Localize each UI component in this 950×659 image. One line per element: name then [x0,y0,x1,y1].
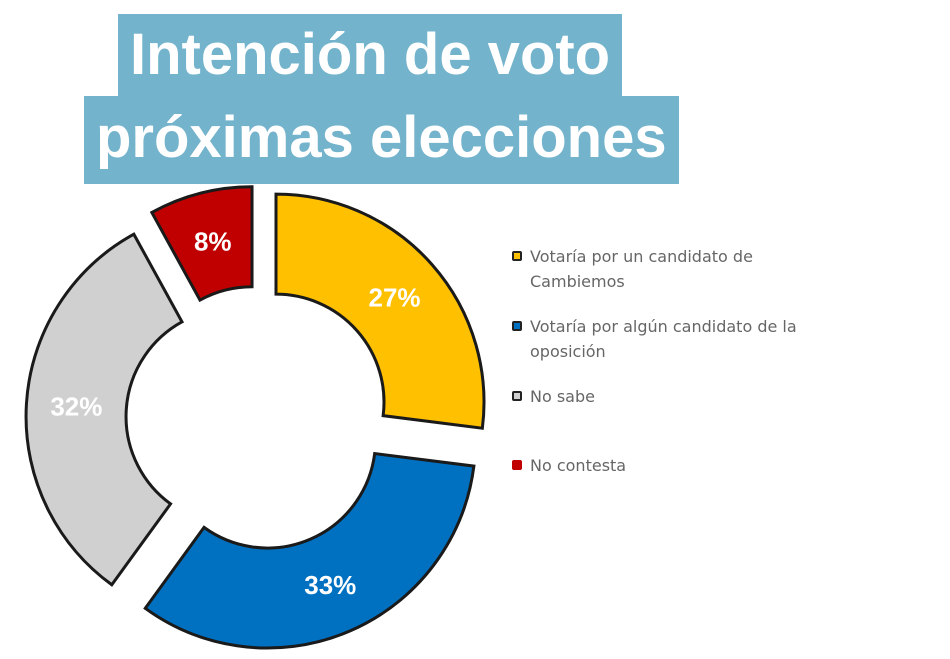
legend-item-no-sabe: No sabe [512,384,800,409]
donut-slice-0 [274,192,486,430]
legend-item-no-contesta: No contesta [512,453,800,478]
donut-slice-2 [24,232,185,587]
legend-label: Votaría por un candidato de Cambiemos [530,247,753,291]
legend-label: No contesta [530,456,627,475]
legend: Votaría por un candidato de Cambiemos Vo… [512,244,800,478]
legend-swatch-blue [512,321,522,331]
donut-slice-1 [143,451,476,650]
legend-item-oposicion: Votaría por algún candidato de la oposic… [512,314,800,364]
data-label-3: 8% [194,227,232,257]
data-label-1: 33% [304,570,356,600]
legend-swatch-gray [512,391,522,401]
chart-title-line-2: próximas elecciones [84,96,679,184]
legend-swatch-yellow [512,251,522,261]
donut-slice-3 [149,185,254,303]
legend-swatch-red [512,460,522,470]
data-label-0: 27% [368,283,420,313]
legend-item-cambiemos: Votaría por un candidato de Cambiemos [512,244,800,294]
data-label-2: 32% [50,392,102,422]
chart-title-line-1: Intención de voto [118,14,623,96]
legend-label: No sabe [530,387,595,406]
legend-label: Votaría por algún candidato de la oposic… [530,317,797,361]
